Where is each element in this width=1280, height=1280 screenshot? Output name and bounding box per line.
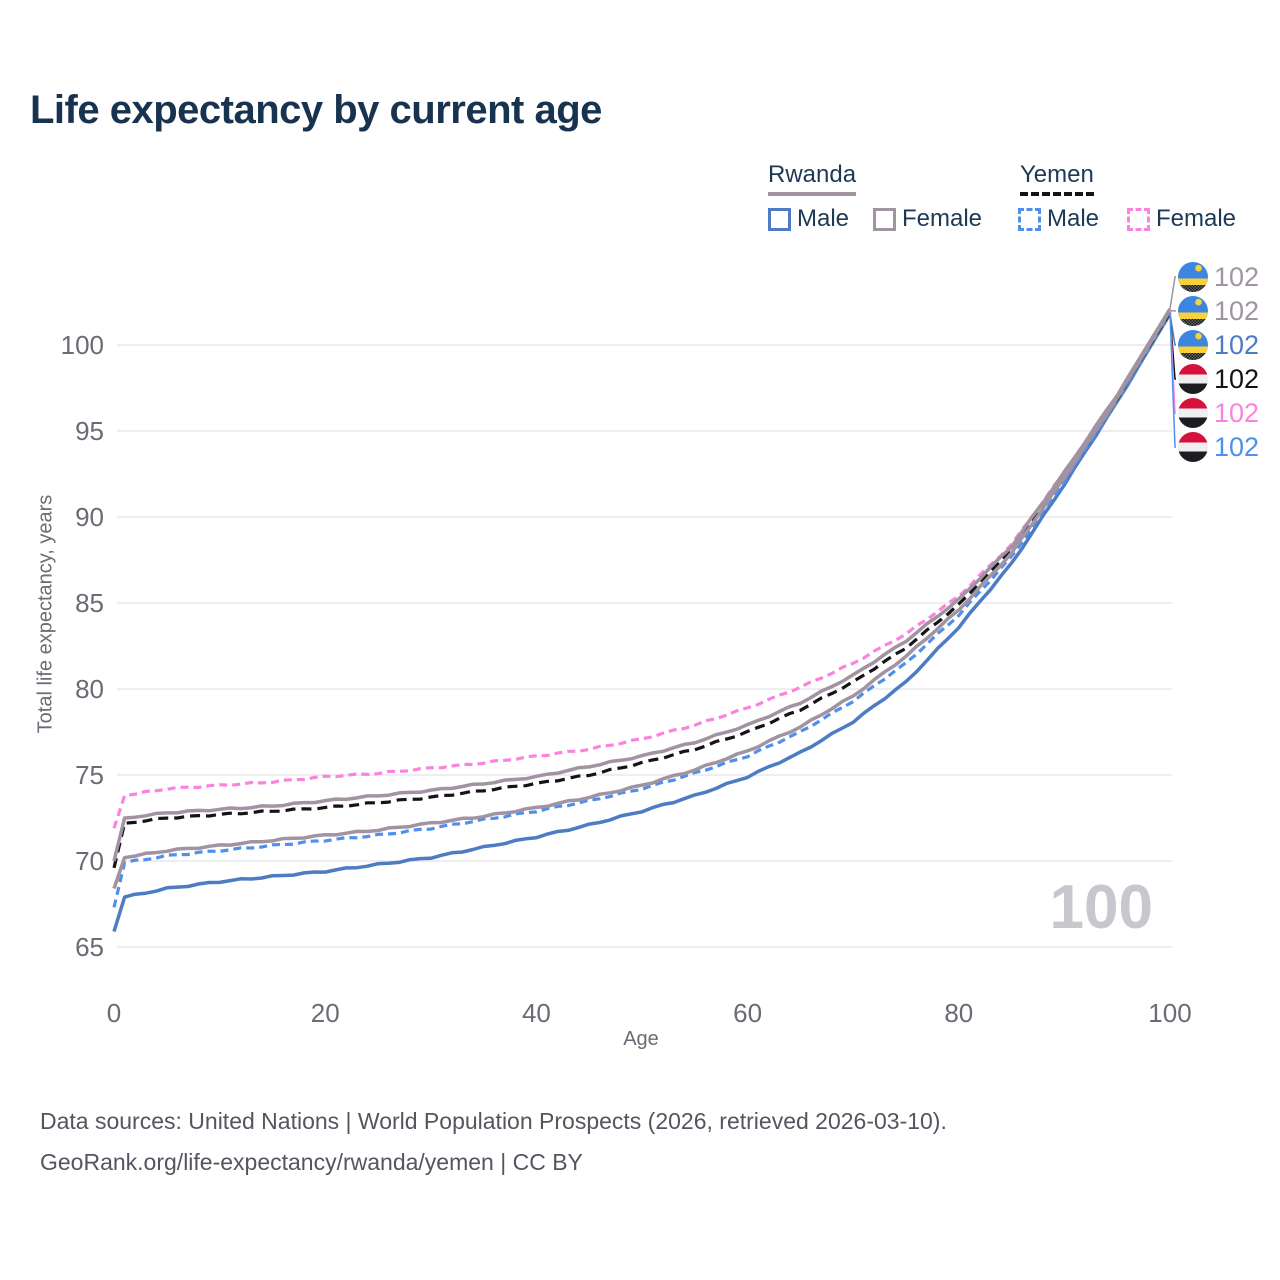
y-tick-label-90: 90 (75, 502, 104, 532)
rwanda-female-line[interactable] (112, 307, 1172, 862)
x-tick-label-40: 40 (522, 998, 551, 1028)
y-axis-title: Total life expectancy, years (34, 494, 57, 734)
current-age-watermark: 100 (1049, 873, 1153, 942)
end-value: 102 (1214, 295, 1260, 326)
y-tick-label-75: 75 (75, 760, 104, 790)
yemen-flag-icon (1178, 364, 1208, 394)
x-tick-label-20: 20 (311, 998, 340, 1028)
legend-item-label: Female (1156, 205, 1237, 232)
rwanda-flag-icon (1178, 296, 1208, 326)
yemen-flag-icon (1178, 432, 1208, 462)
legend-item-rwanda-male[interactable]: Male (768, 205, 849, 233)
y-tick-label-80: 80 (75, 674, 104, 704)
legend-group-yemen-label: Yemen (1020, 161, 1094, 188)
page-title: Life expectancy by current age (30, 88, 602, 132)
legend-item-rwanda-female[interactable]: Female (873, 205, 982, 233)
end-value: 102 (1214, 329, 1260, 360)
end-label-yemen-male: 102 (1176, 431, 1260, 463)
y-tick-label-85: 85 (75, 588, 104, 618)
rwanda-male-line[interactable] (112, 313, 1172, 933)
yemen-flag-icon (1178, 398, 1208, 428)
yemen-male-swatch-icon (1018, 207, 1041, 231)
rwanda-both-line[interactable] (112, 309, 1172, 890)
yemen-female-line[interactable] (112, 309, 1172, 829)
end-label-yemen-female: 102 (1176, 397, 1260, 429)
end-label-rwanda-male: 102 (1176, 329, 1260, 361)
rwanda-flag-icon (1178, 262, 1208, 292)
end-value: 102 (1214, 261, 1260, 292)
rwanda-female-swatch-icon (873, 207, 896, 231)
end-label-rwanda-both: 102 (1176, 295, 1260, 327)
yemen-female-swatch-icon (1127, 207, 1150, 231)
x-axis-title: Age (623, 1028, 659, 1050)
legend-group-rwanda[interactable]: Rwanda (768, 161, 857, 196)
legend-item-yemen-male[interactable]: Male (1018, 205, 1099, 233)
y-tick-label-100: 100 (61, 330, 104, 360)
rwanda-line-swatch (768, 192, 857, 196)
end-value: 102 (1214, 397, 1260, 428)
y-tick-label-70: 70 (75, 846, 104, 876)
x-tick-label-80: 80 (944, 998, 973, 1028)
end-value: 102 (1214, 363, 1260, 394)
end-label-rwanda-female: 102 (1176, 261, 1260, 293)
y-tick-label-65: 65 (75, 932, 104, 962)
yemen-male-line[interactable] (112, 311, 1172, 908)
yemen-line-swatch (1020, 192, 1094, 196)
legend-group-yemen[interactable]: Yemen (1020, 161, 1094, 196)
rwanda-flag-icon (1178, 330, 1208, 360)
footer-attribution: GeoRank.org/life-expectancy/rwanda/yemen… (40, 1149, 583, 1175)
x-tick-label-100: 100 (1148, 998, 1191, 1028)
end-label-yemen-both: 102 (1176, 363, 1260, 395)
legend-group-rwanda-label: Rwanda (768, 161, 857, 188)
x-tick-label-60: 60 (733, 998, 762, 1028)
end-value: 102 (1214, 431, 1260, 462)
legend-item-label: Female (902, 205, 983, 232)
legend-item-yemen-female[interactable]: Female (1127, 205, 1236, 233)
legend-item-label: Male (1047, 205, 1100, 232)
legend-item-label: Male (797, 205, 850, 232)
footer-sources: Data sources: United Nations | World Pop… (40, 1108, 947, 1134)
y-tick-label-95: 95 (75, 416, 104, 446)
yemen-both-line[interactable] (112, 311, 1172, 869)
rwanda-male-swatch-icon (768, 207, 791, 231)
x-tick-label-0: 0 (107, 998, 121, 1028)
